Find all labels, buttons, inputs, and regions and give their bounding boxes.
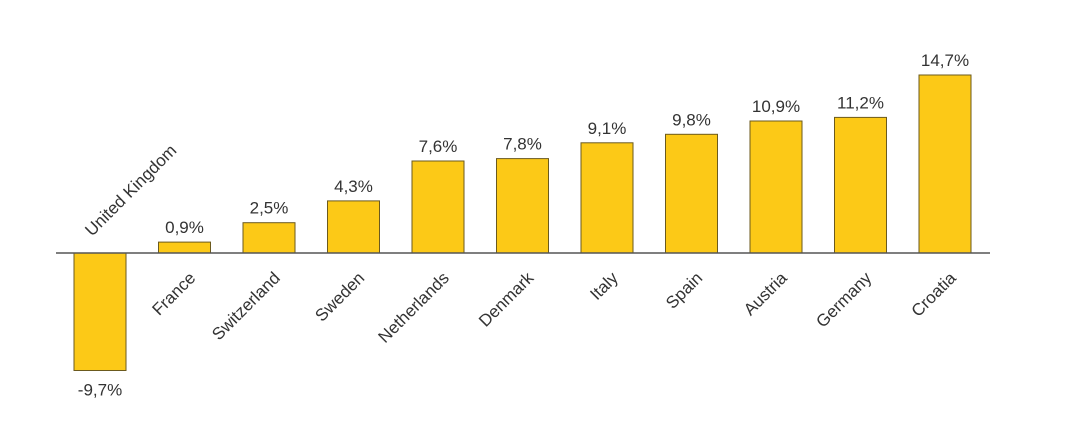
category-label: Austria [740,268,791,319]
value-label: -9,7% [78,381,122,400]
bar-denmark [496,158,549,254]
value-labels-group: -9,7% 0,9% 2,5% 4,3% 7,6% 7,8% 9,1% 9,8% 10,9% 11… [78,51,969,400]
value-label: 9,8% [672,110,711,129]
bar-italy [580,142,634,254]
bar-united-kingdom [73,252,127,371]
bar-france [158,241,211,254]
category-label: Italy [586,268,622,304]
bar-croatia [918,74,972,254]
bar-austria [749,120,803,254]
category-label: Switzerland [208,268,284,344]
value-label: 14,7% [921,51,969,70]
value-label: 10,9% [752,97,800,116]
category-label: Spain [662,268,706,312]
value-label: 7,6% [419,137,458,156]
category-label: France [148,268,199,319]
value-label: 0,9% [165,218,204,237]
bar-switzerland [242,222,296,254]
value-label: 4,3% [334,177,373,196]
bar-germany [834,116,887,254]
bar-netherlands [411,160,465,254]
category-label: Netherlands [375,268,453,346]
bars-group [73,74,972,371]
value-label: 7,8% [503,135,542,154]
value-label: 9,1% [588,119,627,138]
category-label: Croatia [908,268,961,321]
category-label: Sweden [311,268,368,325]
category-label: Denmark [475,268,538,331]
value-label: 2,5% [250,199,289,218]
bar-sweden [327,200,380,254]
value-label: 11,2% [837,93,884,112]
category-label: Germany [812,268,875,331]
bar-spain [665,133,718,254]
